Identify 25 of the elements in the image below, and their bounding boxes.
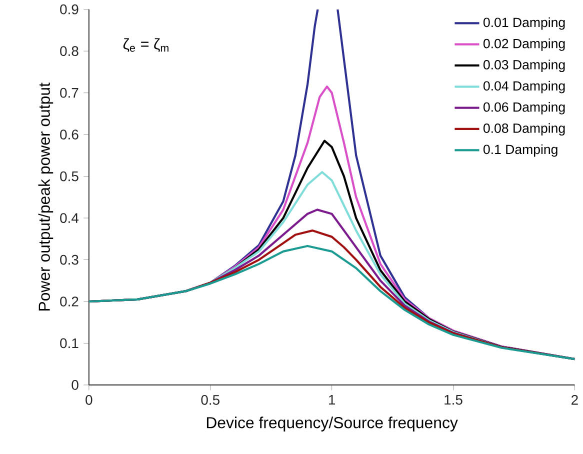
legend-label: 0.02 Damping xyxy=(483,38,565,51)
y-tick-label: 0.2 xyxy=(60,296,78,306)
y-tick-label: 0.7 xyxy=(60,88,78,98)
y-axis-title: Power output/peak power output xyxy=(38,82,54,311)
y-tick-label: 0.9 xyxy=(60,4,78,14)
x-tick-label: 0.5 xyxy=(201,394,220,405)
legend-label: 0.08 Damping xyxy=(483,123,565,136)
legend-label: 0.03 Damping xyxy=(483,60,565,72)
legend-label: 0.06 Damping xyxy=(483,102,565,114)
legend-label: 0.1 Damping xyxy=(483,144,558,157)
y-tick-label: 0.3 xyxy=(60,254,78,265)
x-tick-label: 1.5 xyxy=(444,394,462,405)
x-tick-label: 2 xyxy=(572,394,578,405)
x-tick-label: 0 xyxy=(86,394,92,405)
legend-label: 0.01 Damping xyxy=(483,17,565,30)
annotation: ζ$_{e}$ = ζ$_{m}$ xyxy=(123,38,168,52)
y-tick-label: 0.1 xyxy=(60,338,78,348)
y-tick-label: 0.4 xyxy=(60,213,79,223)
y-tick-label: 0.5 xyxy=(60,171,78,182)
x-axis-title: Device frequency/Source frequency xyxy=(206,416,458,432)
legend-label: 0.04 Damping xyxy=(483,80,565,94)
y-tick-label: 0 xyxy=(72,380,78,390)
y-tick-label: 0.8 xyxy=(60,46,78,56)
x-tick-label: 1 xyxy=(329,394,335,405)
y-tick-label: 0.6 xyxy=(60,130,78,140)
